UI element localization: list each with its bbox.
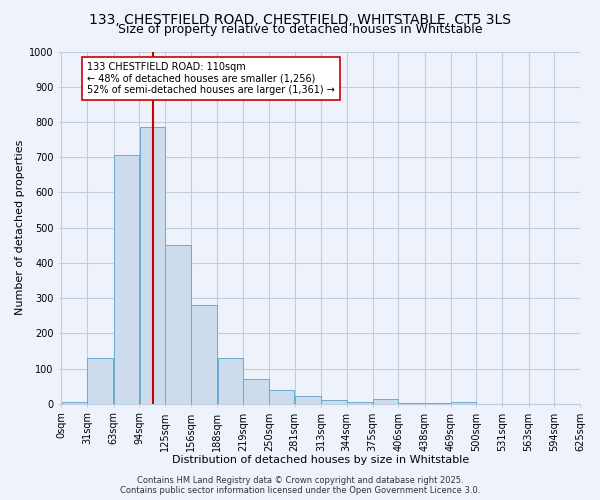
Bar <box>87 358 113 404</box>
Bar <box>218 358 243 404</box>
Bar <box>191 305 217 404</box>
Text: Contains HM Land Registry data © Crown copyright and database right 2025.
Contai: Contains HM Land Registry data © Crown c… <box>120 476 480 495</box>
Bar <box>62 402 87 404</box>
Bar <box>269 390 295 404</box>
Bar <box>114 156 139 404</box>
Bar <box>373 399 398 404</box>
Bar <box>425 403 451 404</box>
Bar <box>140 127 165 404</box>
Bar <box>451 402 476 404</box>
Text: 133 CHESTFIELD ROAD: 110sqm
← 48% of detached houses are smaller (1,256)
52% of : 133 CHESTFIELD ROAD: 110sqm ← 48% of det… <box>87 62 335 96</box>
Y-axis label: Number of detached properties: Number of detached properties <box>15 140 25 316</box>
Text: 133, CHESTFIELD ROAD, CHESTFIELD, WHITSTABLE, CT5 3LS: 133, CHESTFIELD ROAD, CHESTFIELD, WHITST… <box>89 12 511 26</box>
Bar <box>321 400 347 404</box>
Bar <box>398 403 425 404</box>
X-axis label: Distribution of detached houses by size in Whitstable: Distribution of detached houses by size … <box>172 455 469 465</box>
Bar <box>295 396 321 404</box>
Bar <box>165 246 191 404</box>
Bar <box>243 379 269 404</box>
Bar <box>347 402 373 404</box>
Text: Size of property relative to detached houses in Whitstable: Size of property relative to detached ho… <box>118 22 482 36</box>
